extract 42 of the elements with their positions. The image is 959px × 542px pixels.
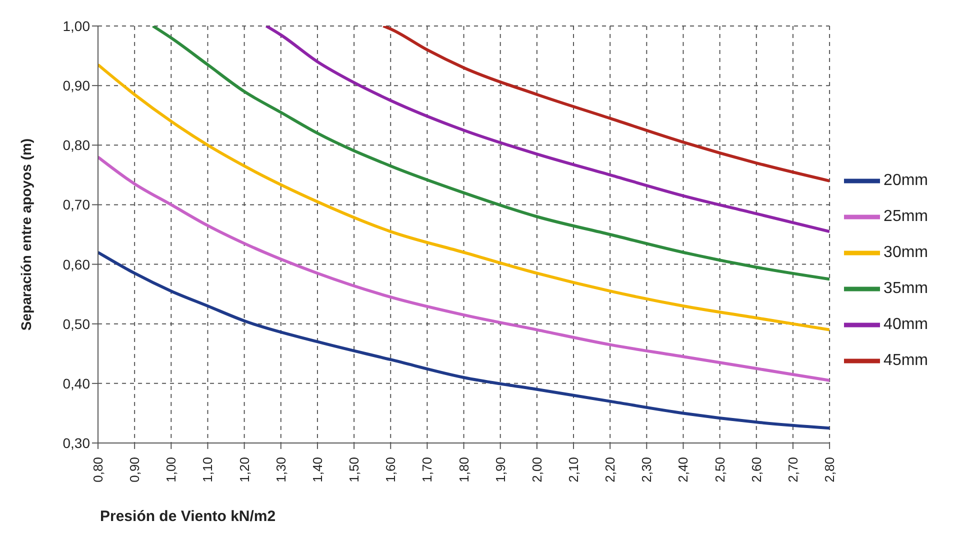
- y-tick-label: 0,50: [62, 316, 90, 332]
- x-tick-label: 1,20: [236, 457, 252, 482]
- x-axis-title: Presión de Viento kN/m2: [100, 508, 276, 525]
- x-tick-label: 1,70: [420, 457, 435, 482]
- x-tick-label: 2,60: [748, 457, 764, 482]
- y-tick-label: 1,00: [62, 18, 90, 34]
- legend-label: 20mm: [884, 172, 928, 189]
- x-tick-label: 1,80: [456, 457, 472, 482]
- y-axis-title: Separación entre apoyos (m): [18, 138, 34, 331]
- x-tick-label: 2,70: [785, 457, 800, 482]
- line-series: [264, 26, 830, 234]
- x-tick-label: 2,40: [676, 457, 691, 482]
- x-tick-label: 1,00: [164, 457, 179, 482]
- x-tick-label: 1,30: [273, 457, 288, 482]
- legend-label: 30mm: [884, 244, 928, 261]
- x-tick-label: 1,10: [200, 457, 216, 482]
- line-series: [382, 26, 830, 182]
- x-tick-label: 1,60: [383, 457, 398, 482]
- line-series: [98, 63, 830, 332]
- legend-label: 35mm: [884, 280, 928, 297]
- x-tick-label: 2,20: [602, 457, 618, 482]
- legend-label: 25mm: [884, 208, 928, 225]
- x-tick-label: 2,50: [712, 457, 728, 482]
- y-tick-label: 0,40: [62, 375, 90, 392]
- line-series: [98, 156, 830, 382]
- x-tick-label: 2,00: [529, 457, 544, 482]
- legend-label: 45mm: [884, 352, 928, 369]
- line-series: [98, 250, 830, 430]
- x-tick-label: 1,90: [492, 457, 508, 482]
- line-series: [151, 26, 830, 281]
- y-tick-label: 0,70: [62, 196, 90, 213]
- x-tick-label: 2,30: [639, 457, 654, 482]
- y-tick-label: 0,80: [62, 137, 90, 154]
- x-tick-label: 0,90: [127, 457, 142, 482]
- x-tick-label: 2,80: [822, 457, 838, 482]
- legend-label: 40mm: [884, 316, 928, 333]
- x-tick-label: 2,10: [566, 457, 582, 482]
- y-tick-label: 0,60: [62, 256, 90, 272]
- x-tick-label: 1,40: [310, 457, 325, 482]
- y-tick-label: 0,30: [62, 434, 90, 451]
- y-tick-label: 0,90: [62, 78, 90, 94]
- x-tick-label: 1,50: [346, 457, 362, 482]
